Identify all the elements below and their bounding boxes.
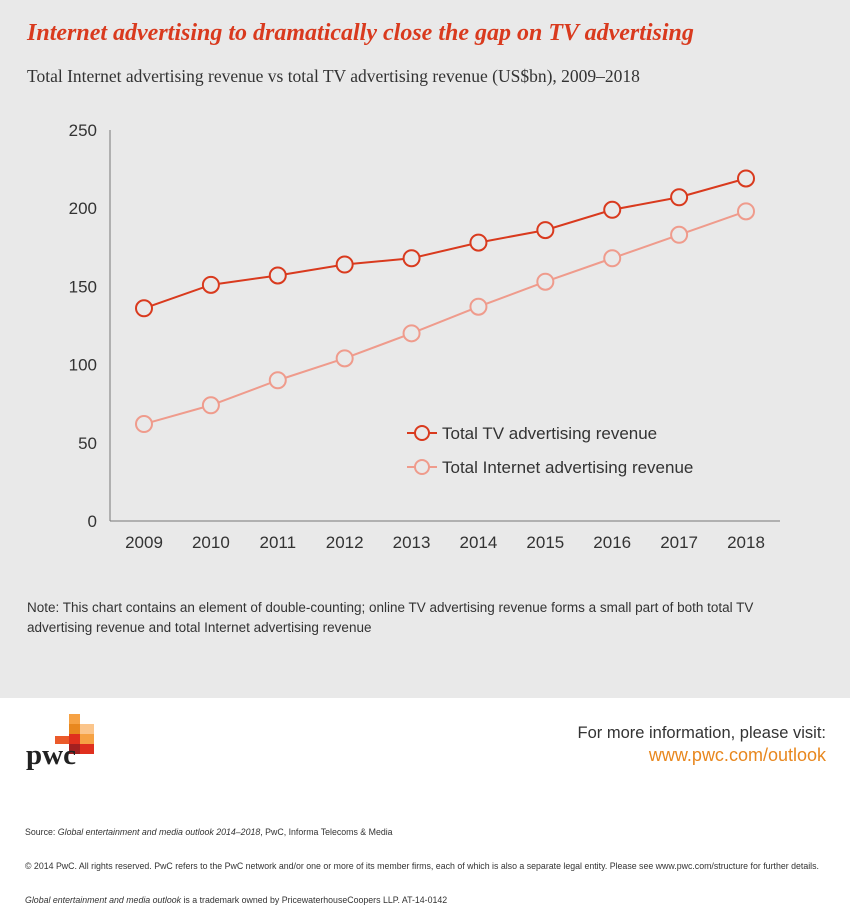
x-tick-label: 2014 [460, 533, 498, 552]
data-point [402, 249, 421, 268]
data-point [268, 371, 287, 390]
logo-square [80, 724, 94, 734]
logo-square [55, 736, 69, 744]
chart-title: Internet advertising to dramatically clo… [27, 20, 694, 46]
pwc-logo: pwc [26, 714, 94, 770]
logo-square [69, 724, 80, 734]
x-tick-label: 2018 [727, 533, 765, 552]
logo-square [80, 734, 94, 744]
data-point [135, 415, 153, 434]
trademark-title: Global entertainment and media outlook [25, 895, 181, 905]
legend-marker [414, 425, 430, 441]
source-title: Global entertainment and media outlook 2… [57, 827, 261, 837]
data-point [603, 249, 622, 268]
legend-label: Total TV advertising revenue [442, 424, 657, 443]
x-tick-label: 2012 [326, 533, 364, 552]
data-point [737, 169, 755, 188]
source-line: Source: Global entertainment and media o… [25, 826, 835, 838]
y-tick-label: 200 [69, 199, 97, 218]
pwc-logo-text: pwc [26, 739, 76, 770]
data-point [469, 297, 488, 316]
data-point [670, 225, 689, 244]
legend-label: Total Internet advertising revenue [442, 458, 693, 477]
info-text: For more information, please visit: [577, 724, 826, 742]
x-tick-label: 2009 [125, 533, 163, 552]
x-tick-label: 2011 [259, 533, 296, 552]
line-chart: 0 50 100 150 200 250 2009 2010 2011 2012 2013 2014 2… [69, 121, 780, 552]
info-link[interactable]: www.pwc.com/outlook [648, 745, 826, 765]
data-point [603, 200, 622, 219]
data-point [670, 188, 689, 207]
y-tick-label: 100 [69, 356, 97, 375]
pwc-logo-mark [55, 714, 94, 754]
trademark-line: Global entertainment and media outlook i… [25, 894, 835, 906]
logo-square [69, 734, 80, 744]
logo-square [80, 744, 94, 754]
data-point [201, 396, 220, 415]
trademark-rest: is a trademark owned by PricewaterhouseC… [181, 895, 448, 905]
source-prefix: Source: [25, 827, 58, 837]
x-tick-label: 2017 [660, 533, 698, 552]
data-point [268, 266, 287, 285]
data-point [402, 324, 421, 343]
y-tick-label: 0 [88, 512, 97, 531]
data-point [737, 202, 755, 221]
chart-subtitle: Total Internet advertising revenue vs to… [27, 66, 640, 86]
x-tick-label: 2013 [393, 533, 431, 552]
series-line [143, 210, 747, 425]
x-tick-label: 2010 [192, 533, 230, 552]
source-rest: , PwC, Informa Telecoms & Media [260, 827, 393, 837]
x-tick-label: 2016 [593, 533, 631, 552]
copyright-text: © 2014 PwC. All rights reserved. PwC ref… [25, 861, 819, 871]
chart-panel [0, 0, 850, 698]
data-point [135, 299, 153, 318]
data-point [201, 275, 220, 294]
data-point [469, 233, 488, 252]
logo-square [69, 714, 80, 724]
y-tick-label: 150 [69, 277, 97, 296]
data-point [335, 255, 354, 274]
data-point [536, 272, 555, 291]
x-tick-label: 2015 [526, 533, 564, 552]
chart-note: Note: This chart contains an element of … [27, 600, 754, 635]
series-line [143, 177, 747, 310]
data-point [536, 221, 555, 240]
y-tick-label: 50 [78, 434, 97, 453]
legend-marker [414, 459, 430, 475]
logo-square [69, 744, 80, 754]
data-point [335, 349, 354, 368]
y-tick-label: 250 [69, 121, 97, 140]
